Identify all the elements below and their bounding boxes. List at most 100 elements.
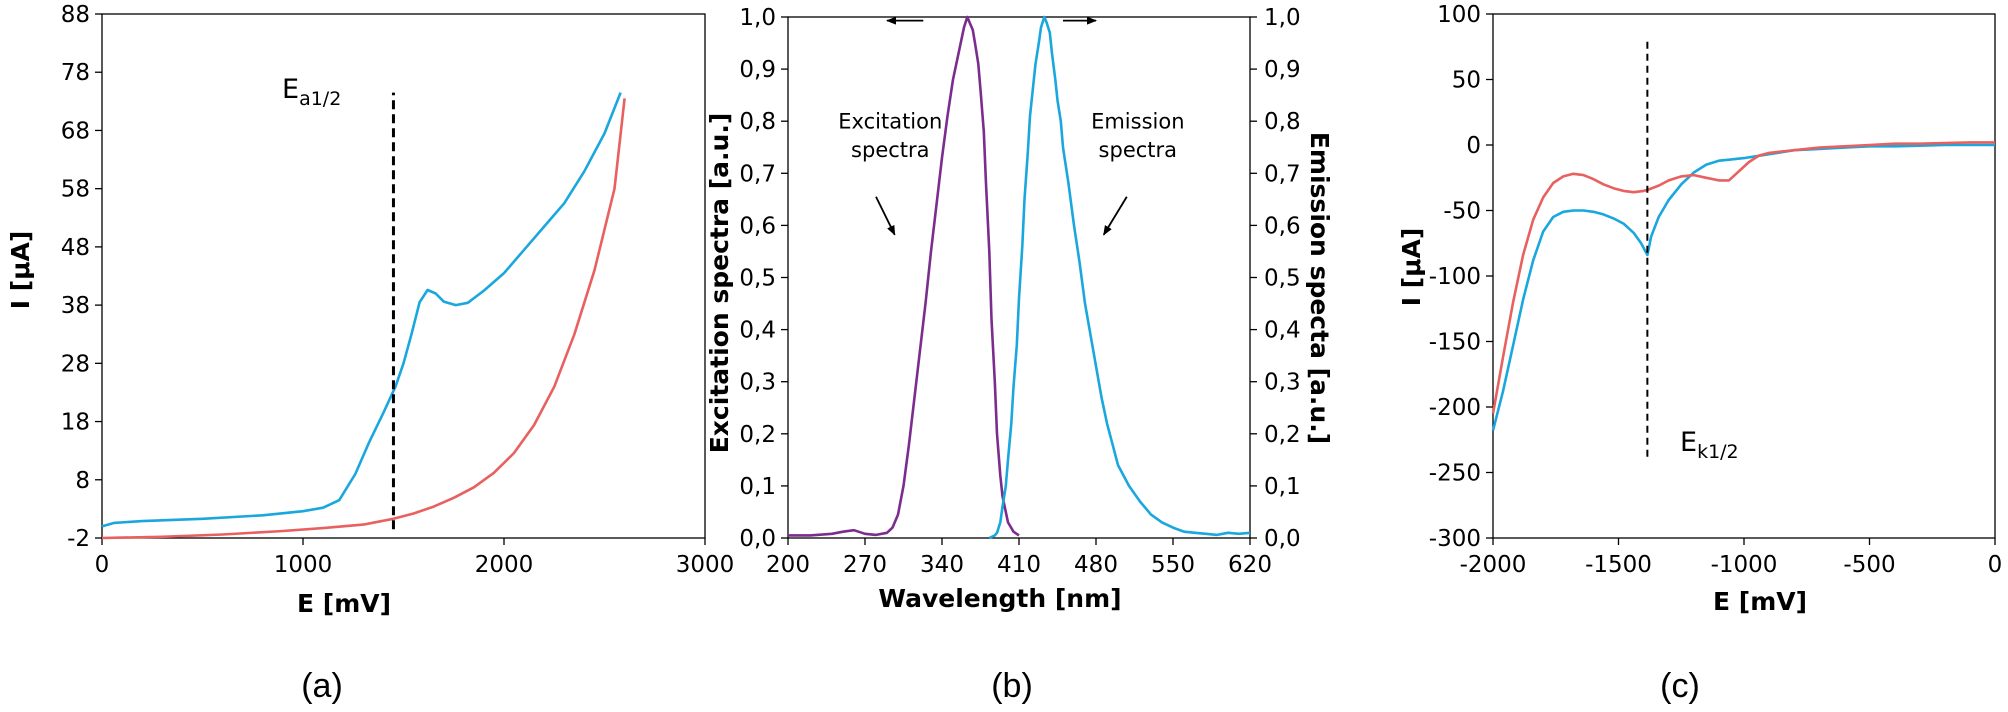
- left-y-tick-label: 0,7: [739, 161, 776, 187]
- y-tick-label: 50: [1452, 68, 1481, 94]
- x-tick-label: 2000: [475, 552, 534, 578]
- series-line-red: [1491, 141, 1995, 414]
- x-tick-label: 1000: [274, 552, 333, 578]
- x-tick-label: -2000: [1460, 552, 1527, 578]
- y-tick-label: 28: [61, 351, 90, 377]
- x-tick-label: 3000: [676, 552, 735, 578]
- plot-area: [1492, 13, 1996, 539]
- x-axis-label: E [mV]: [297, 589, 391, 618]
- left-y-tick-label: 0,9: [739, 57, 776, 83]
- series-line-red: [101, 98, 626, 540]
- y-tick-label: 0: [1466, 133, 1481, 159]
- left-y-tick-label: 0,8: [739, 109, 776, 135]
- panel-label: (c): [1660, 667, 1700, 705]
- left-y-tick-label: 0,1: [739, 474, 776, 500]
- x-tick-label: -1000: [1711, 552, 1778, 578]
- x-tick-label: 270: [843, 552, 887, 578]
- left-y-axis-ticks: 0,0 0,1 0,2 0,3 0,4 0,5 0,6 0,7 0,8 0,9 1,0: [739, 5, 788, 552]
- series-line-purple: [788, 15, 1020, 537]
- y-tick-label: 8: [75, 468, 90, 494]
- series-line-blue: [988, 15, 1251, 540]
- annotation-base: E: [282, 74, 299, 105]
- y-tick-label: -200: [1429, 395, 1481, 421]
- y-tick-label: -100: [1429, 264, 1481, 290]
- y-tick-label: 88: [61, 2, 90, 28]
- annotation-subscript: k1/2: [1697, 441, 1739, 463]
- y-tick-label: 18: [61, 410, 90, 436]
- half-wave-potential-label: Ek1/2: [1680, 427, 1739, 463]
- y-tick-label: 100: [1437, 2, 1481, 28]
- left-y-tick-label: 0,4: [739, 318, 776, 344]
- left-y-tick-label: 0,0: [739, 526, 776, 552]
- x-tick-label: -1500: [1585, 552, 1652, 578]
- y-tick-label: -50: [1443, 199, 1481, 225]
- x-axis-ticks: 200 270 340 410 480 550 620: [766, 538, 1272, 578]
- right-y-tick-label: 0,0: [1264, 526, 1301, 552]
- y-tick-label: 68: [61, 118, 90, 144]
- left-y-tick-label: 0,3: [739, 370, 776, 396]
- series-group: [1491, 141, 1995, 431]
- right-y-tick-label: 0,2: [1264, 422, 1301, 448]
- y-tick-label: 78: [61, 60, 90, 86]
- left-y-axis-label: Excitation spectra [a.u.]: [705, 113, 734, 454]
- annotation-base: E: [1680, 427, 1697, 458]
- x-axis-label: Wavelength [nm]: [878, 584, 1121, 613]
- y-tick-label: 38: [61, 293, 90, 319]
- x-tick-label: 200: [766, 552, 810, 578]
- right-y-tick-label: 0,5: [1264, 266, 1301, 292]
- x-tick-label: 0: [95, 552, 110, 578]
- x-tick-label: 550: [1151, 552, 1195, 578]
- left-y-tick-label: 0,5: [739, 266, 776, 292]
- right-y-tick-label: 0,8: [1264, 109, 1301, 135]
- y-axis-ticks: -300 -250 -200 -150 -100 -50 0 50 100: [1429, 2, 1493, 552]
- emission-annotation-line-1: Emission: [1091, 109, 1184, 133]
- x-tick-label: -500: [1843, 552, 1895, 578]
- annotation-arrow: [875, 196, 896, 236]
- annotation-arrows: [875, 16, 1128, 236]
- chart-panel-b: 200 270 340 410 480 550 620 0,0 0,1 0,2 0,3 0,4 0,5…: [705, 5, 1334, 705]
- series-group: [101, 92, 626, 540]
- right-y-tick-label: 0,9: [1264, 57, 1301, 83]
- series-line-blue: [101, 92, 622, 528]
- left-y-tick-label: 0,6: [739, 213, 776, 239]
- y-axis-label: I [μA]: [6, 231, 35, 310]
- y-tick-label: 58: [61, 177, 90, 203]
- right-y-tick-label: 0,7: [1264, 161, 1301, 187]
- series-group: [788, 15, 1251, 540]
- annotation-subscript: a1/2: [299, 88, 341, 110]
- panel-label: (a): [301, 667, 343, 705]
- x-tick-label: 480: [1074, 552, 1118, 578]
- y-tick-label: -150: [1429, 330, 1481, 356]
- excitation-annotation-line-2: spectra: [851, 138, 929, 162]
- x-axis-label: E [mV]: [1713, 587, 1807, 616]
- series-line-blue: [1491, 143, 1995, 431]
- x-axis-ticks: -2000 -1500 -1000 -500 0: [1460, 538, 2003, 578]
- right-y-tick-label: 0,4: [1264, 318, 1301, 344]
- right-y-tick-label: 1,0: [1264, 5, 1301, 31]
- x-tick-label: 410: [997, 552, 1041, 578]
- x-tick-label: 0: [1988, 552, 2003, 578]
- x-tick-label: 340: [920, 552, 964, 578]
- y-tick-label: -300: [1429, 526, 1481, 552]
- half-wave-potential-label: Ea1/2: [282, 74, 341, 110]
- emission-annotation-line-2: spectra: [1099, 138, 1177, 162]
- annotation-arrow: [1102, 196, 1128, 236]
- plot-area: [101, 13, 706, 539]
- right-y-tick-label: 0,6: [1264, 213, 1301, 239]
- right-y-axis-ticks: 0,0 0,1 0,2 0,3 0,4 0,5 0,6 0,7 0,8 0,9 1,0: [1250, 5, 1301, 552]
- plot-area: [787, 16, 1251, 539]
- y-axis-label: I [μA]: [1397, 228, 1426, 307]
- y-tick-label: -2: [67, 526, 90, 552]
- left-y-tick-label: 1,0: [739, 5, 776, 31]
- right-y-tick-label: 0,3: [1264, 370, 1301, 396]
- chart-panel-c: -2000 -1500 -1000 -500 0 -300-250-200-150-10…: [1397, 2, 2002, 705]
- right-y-axis-label: Emission specta [a.u.]: [1305, 132, 1334, 444]
- y-tick-label: 48: [61, 235, 90, 261]
- panel-label: (b): [991, 667, 1033, 705]
- x-tick-label: 620: [1228, 552, 1272, 578]
- y-axis-ticks: -2 8 18 28 38 48 58 68 78 88: [61, 2, 102, 552]
- left-y-tick-label: 0,2: [739, 422, 776, 448]
- x-axis-ticks: 0 1000 2000 3000: [95, 538, 735, 578]
